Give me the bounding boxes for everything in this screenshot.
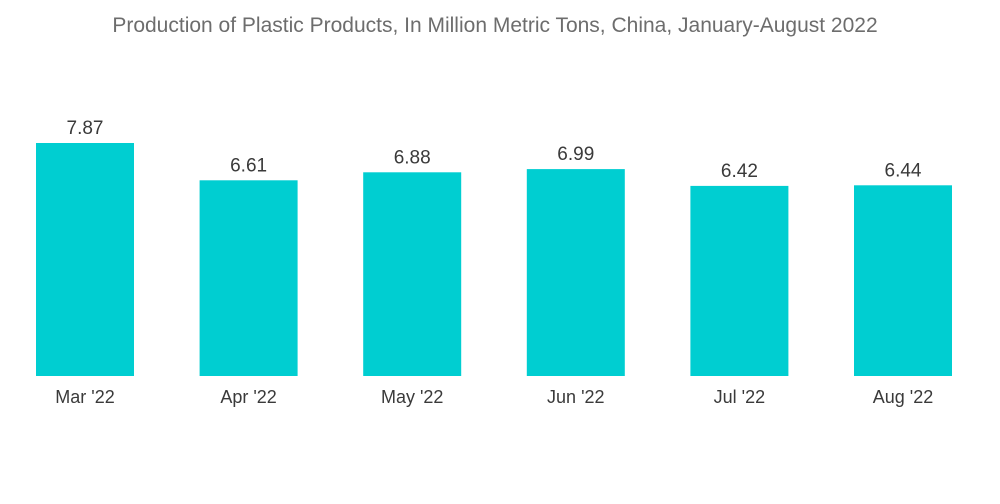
bar-4 — [690, 185, 789, 376]
value-label-5: 6.44 — [885, 160, 922, 181]
value-label-4: 6.42 — [721, 161, 758, 182]
x-tick-label-1: Apr '22 — [220, 387, 276, 407]
x-tick-label-3: Jun '22 — [547, 387, 604, 407]
value-labels-group: 7.87 6.61 6.88 6.99 6.42 6.44 — [67, 118, 922, 182]
bar-0 — [36, 143, 134, 376]
bar-2 — [363, 172, 462, 376]
value-label-3: 6.99 — [557, 144, 594, 165]
bar-1 — [199, 180, 298, 376]
bars-group — [36, 143, 952, 376]
chart-title: Production of Plastic Products, In Milli… — [112, 14, 878, 37]
bar-5 — [854, 185, 952, 376]
x-tick-label-0: Mar '22 — [55, 387, 114, 407]
x-tick-labels-group: Mar '22 Apr '22 May '22 Jun '22 Jul '22 Aug '… — [55, 387, 933, 407]
x-tick-label-2: May '22 — [381, 387, 443, 407]
value-label-0: 7.87 — [67, 118, 104, 139]
value-label-1: 6.61 — [230, 155, 267, 176]
x-tick-label-4: Jul '22 — [714, 387, 765, 407]
x-tick-label-5: Aug '22 — [873, 387, 934, 407]
value-label-2: 6.88 — [394, 147, 431, 168]
bar-3 — [526, 169, 625, 376]
